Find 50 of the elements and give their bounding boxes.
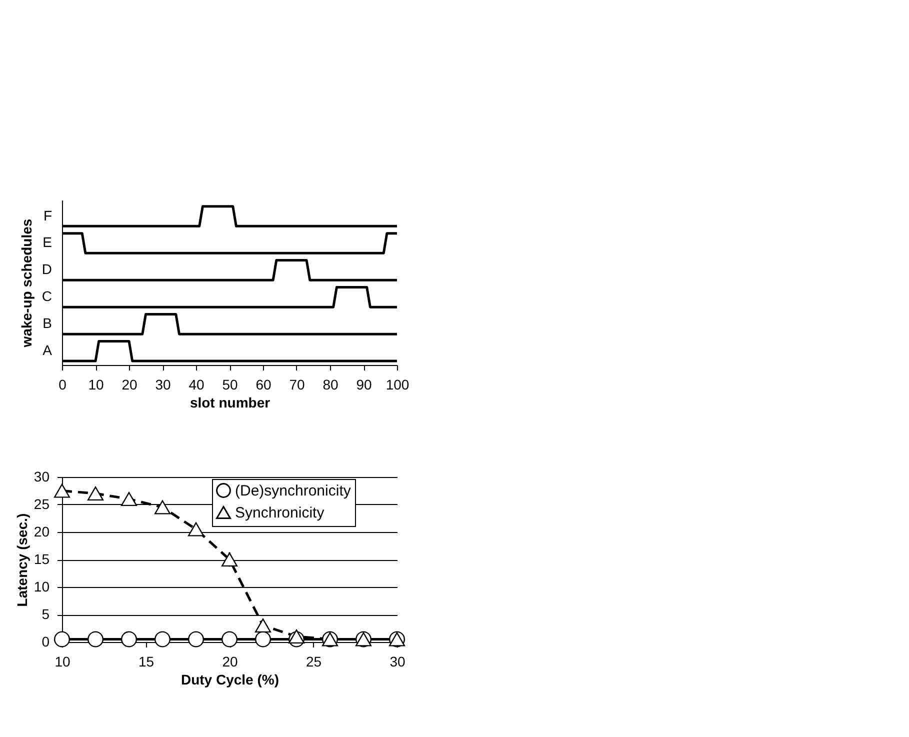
x-axis-title: Duty Cycle (%) — [180, 672, 280, 688]
x-tick-label: 15 — [138, 654, 154, 670]
point — [87, 486, 104, 501]
y-tick-label: 5 — [42, 606, 50, 622]
y-tick-label: 20 — [34, 524, 50, 540]
x-tick-label: 0 — [58, 376, 67, 392]
x-tick-label: 80 — [322, 376, 338, 392]
point — [188, 522, 204, 536]
series-label: F — [43, 207, 52, 224]
y-tick-label: 25 — [34, 496, 50, 512]
x-tick-label: 60 — [256, 376, 272, 392]
legend-label: Synchronicity — [235, 504, 325, 522]
point — [154, 500, 171, 514]
point — [87, 631, 104, 648]
point — [288, 629, 305, 644]
y-axis-title: wake-up schedules — [18, 218, 34, 348]
x-tick-label: 10 — [54, 654, 70, 670]
y-tick-label: 15 — [34, 551, 50, 567]
point — [254, 631, 272, 648]
point — [120, 631, 138, 648]
y-tick-label: 0 — [42, 634, 50, 650]
x-tick-label: 10 — [88, 376, 104, 392]
series-label: B — [42, 315, 52, 332]
y-tick-label: 10 — [34, 578, 50, 594]
x-tick-label: 25 — [306, 654, 322, 670]
y-tick-label: 30 — [34, 468, 50, 484]
x-tick-label: 90 — [356, 376, 372, 392]
point — [221, 631, 238, 648]
series-label: A — [42, 342, 53, 358]
series-label: C — [42, 288, 52, 304]
series-label: E — [42, 234, 52, 250]
legend-label: (De)synchronicity — [235, 482, 352, 500]
point — [188, 631, 204, 648]
x-tick-label: 20 — [122, 376, 138, 392]
point — [154, 631, 171, 648]
series-label: D — [42, 261, 52, 278]
x-tick-label: 50 — [222, 376, 238, 392]
x-tick-label: 40 — [188, 376, 204, 392]
point — [54, 631, 70, 648]
x-tick-label: 30 — [390, 654, 406, 670]
point — [120, 492, 138, 506]
x-tick-label: 20 — [222, 654, 238, 670]
point — [54, 484, 70, 498]
x-axis-title: slot number — [190, 394, 271, 410]
y-axis-title: Latency (sec.) — [14, 513, 30, 607]
x-tick-label: 100 — [386, 376, 410, 392]
x-tick-label: 70 — [289, 376, 305, 392]
point — [221, 552, 238, 567]
point — [254, 618, 272, 633]
x-tick-label: 30 — [155, 376, 171, 392]
